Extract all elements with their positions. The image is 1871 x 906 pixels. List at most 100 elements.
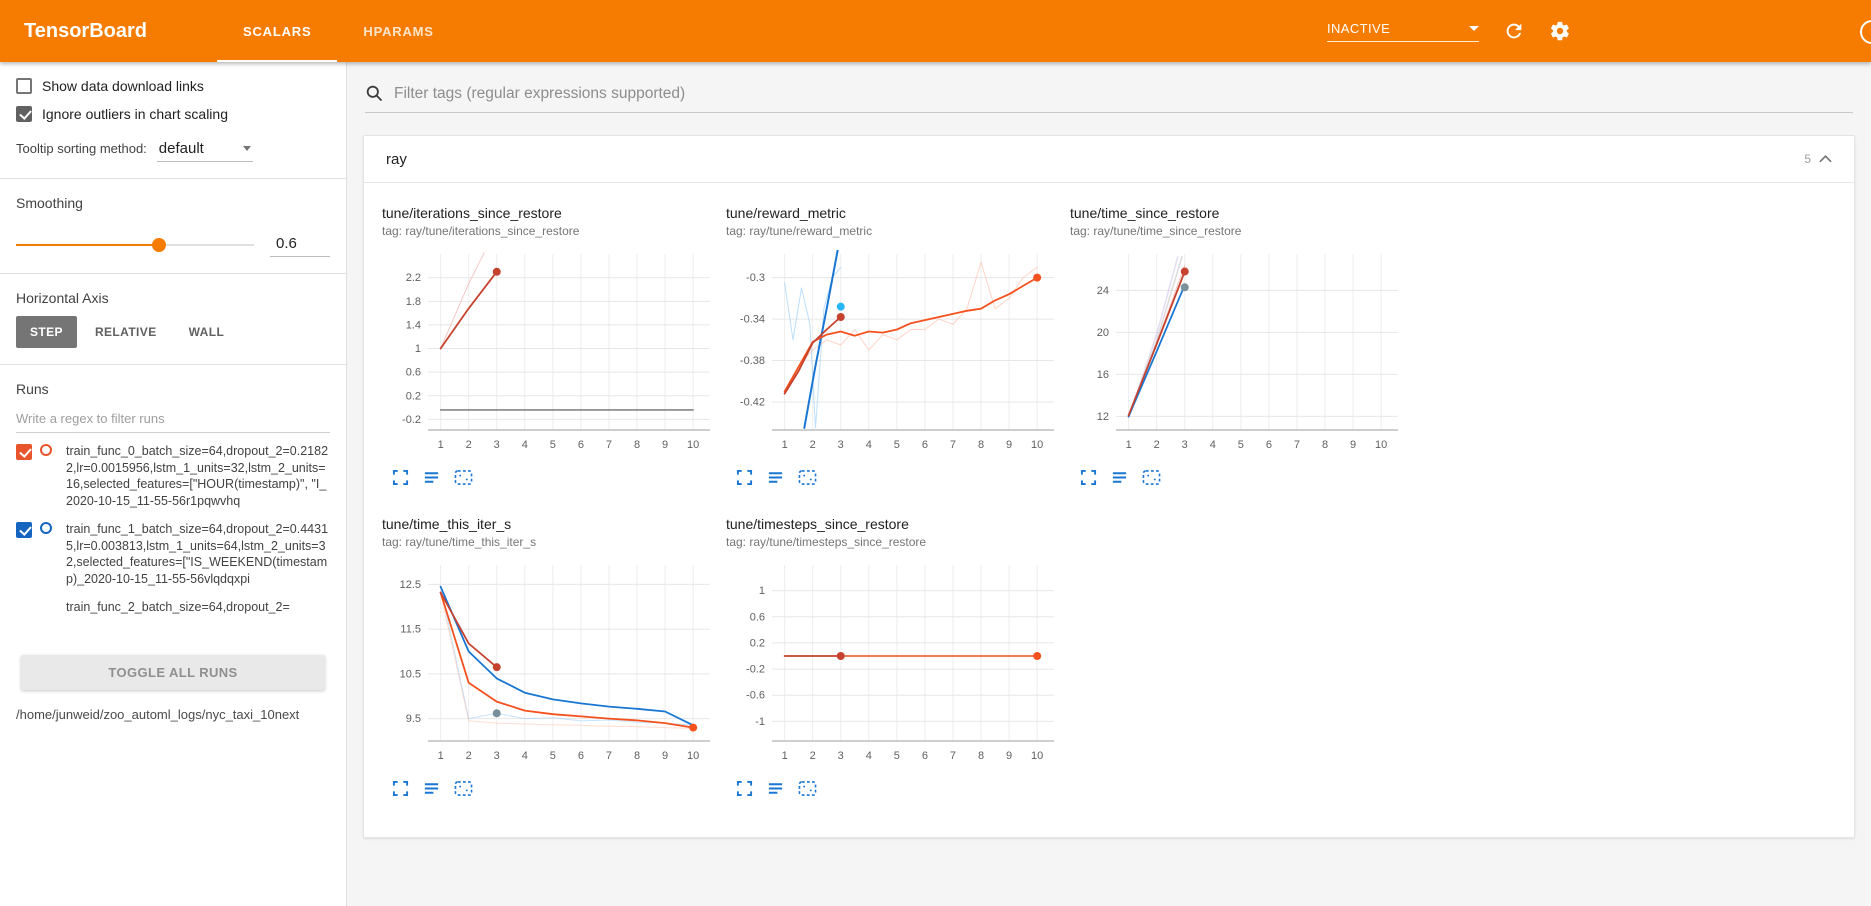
checkbox-checked-icon[interactable] — [16, 106, 32, 122]
fit-domain-icon[interactable] — [798, 780, 817, 797]
data-lines-icon[interactable] — [767, 469, 784, 486]
fullscreen-expand-icon[interactable] — [736, 469, 753, 486]
runs-filter-input[interactable] — [16, 407, 330, 433]
svg-text:5: 5 — [894, 439, 900, 451]
svg-text:1: 1 — [1126, 439, 1132, 451]
runs-list: train_func_0_batch_size=64,dropout_2=0.2… — [16, 443, 330, 655]
ignore-outliers-row[interactable]: Ignore outliers in chart scaling — [16, 106, 330, 122]
chevron-down-icon — [1469, 25, 1479, 31]
settings-gear-icon[interactable] — [1549, 20, 1571, 42]
axis-relative-button[interactable]: RELATIVE — [94, 325, 157, 339]
fit-domain-icon[interactable] — [798, 469, 817, 486]
run-controls — [16, 521, 58, 587]
svg-text:5: 5 — [894, 750, 900, 762]
svg-text:1: 1 — [782, 439, 788, 451]
svg-text:6: 6 — [922, 439, 928, 451]
svg-text:6: 6 — [922, 750, 928, 762]
chart-plot[interactable]: 1 2 3 4 5 6 7 8 9 10 -0.2 0.2 0.6 1 1.4 1.8 2.2 — [382, 250, 726, 461]
fullscreen-expand-icon[interactable] — [392, 469, 409, 486]
svg-text:2: 2 — [810, 439, 816, 451]
data-lines-icon[interactable] — [423, 469, 440, 486]
divider — [0, 178, 346, 179]
ray-card-header[interactable]: ray 5 — [364, 136, 1854, 183]
svg-text:20: 20 — [1097, 327, 1109, 339]
svg-text:9: 9 — [662, 439, 668, 451]
runs-label: Runs — [16, 381, 49, 397]
axis-step-button[interactable]: STEP — [16, 316, 77, 348]
svg-text:0.2: 0.2 — [406, 390, 421, 402]
run-color-circle[interactable] — [40, 522, 52, 534]
fullscreen-expand-icon[interactable] — [736, 780, 753, 797]
content: Show data download links Ignore outliers… — [0, 62, 1871, 906]
svg-text:8: 8 — [978, 750, 984, 762]
fit-domain-icon[interactable] — [454, 469, 473, 486]
chart-plot[interactable]: 1 2 3 4 5 6 7 8 9 10 12 16 20 24 — [1070, 250, 1414, 461]
svg-text:3: 3 — [838, 750, 844, 762]
chart-plot[interactable]: 1 2 3 4 5 6 7 8 9 10 9.5 10.5 11.5 12.5 — [382, 561, 726, 772]
run-checkbox[interactable] — [16, 522, 32, 538]
run-name: train_func_2_batch_size=64,dropout_2= — [66, 600, 290, 614]
chart-toolbar — [736, 780, 1070, 797]
run-checkbox[interactable] — [16, 444, 32, 460]
chart-title: tune/timesteps_since_restore — [726, 516, 909, 532]
show-download-links-row[interactable]: Show data download links — [16, 78, 330, 94]
svg-text:7: 7 — [1294, 439, 1300, 451]
svg-text:9: 9 — [1350, 439, 1356, 451]
data-lines-icon[interactable] — [1111, 469, 1128, 486]
chart-tag: tag: ray/tune/timesteps_since_restore — [726, 535, 927, 549]
run-item: train_func_0_batch_size=64,dropout_2=0.2… — [16, 443, 330, 509]
status-dropdown-value: INACTIVE — [1327, 20, 1391, 36]
chevron-up-icon[interactable] — [1819, 155, 1832, 163]
tooltip-sorting-select[interactable]: default — [156, 138, 253, 162]
help-circle-icon[interactable] — [1860, 20, 1871, 44]
tab-scalars[interactable]: SCALARS — [217, 0, 337, 62]
search-icon — [365, 84, 384, 103]
chart-card: tune/iterations_since_restore tag: ray/tu… — [382, 205, 726, 486]
svg-text:1: 1 — [438, 750, 444, 762]
smoothing-label: Smoothing — [16, 195, 83, 211]
toggle-all-runs-button[interactable]: TOGGLE ALL RUNS — [21, 655, 325, 690]
smoothing-slider[interactable] — [16, 238, 254, 252]
svg-text:4: 4 — [866, 439, 872, 451]
fullscreen-expand-icon[interactable] — [1080, 469, 1097, 486]
axis-wall-button[interactable]: WALL — [188, 325, 225, 339]
svg-text:-1: -1 — [755, 716, 765, 728]
fit-domain-icon[interactable] — [454, 780, 473, 797]
svg-text:6: 6 — [578, 750, 584, 762]
run-color-circle[interactable] — [40, 444, 52, 456]
tag-filter-input[interactable] — [394, 84, 1853, 103]
svg-text:10: 10 — [1031, 439, 1043, 451]
chart-plot[interactable]: 1 2 3 4 5 6 7 8 9 10 -1 -0.6 -0.2 0.2 0.6 1 — [726, 561, 1070, 772]
svg-text:7: 7 — [950, 439, 956, 451]
chart-card: tune/time_since_restore tag: ray/tune/tim… — [1070, 205, 1414, 486]
checkbox-icon[interactable] — [16, 78, 32, 94]
svg-text:3: 3 — [838, 439, 844, 451]
svg-text:-0.2: -0.2 — [402, 414, 421, 426]
tooltip-sorting-value: default — [158, 140, 204, 157]
svg-text:9.5: 9.5 — [406, 713, 421, 725]
fit-domain-icon[interactable] — [1142, 469, 1161, 486]
chart-title: tune/time_this_iter_s — [382, 516, 512, 532]
svg-text:-0.6: -0.6 — [746, 690, 765, 702]
run-item: train_func_1_batch_size=64,dropout_2=0.4… — [16, 521, 330, 587]
slider-fill — [16, 244, 159, 246]
data-lines-icon[interactable] — [767, 780, 784, 797]
data-lines-icon[interactable] — [423, 780, 440, 797]
svg-text:8: 8 — [634, 750, 640, 762]
smoothing-value-field[interactable]: 0.6 — [270, 233, 330, 257]
svg-text:3: 3 — [494, 750, 500, 762]
divider — [0, 364, 346, 365]
smoothing-control: 0.6 — [16, 233, 330, 257]
svg-text:0.2: 0.2 — [750, 637, 765, 649]
fullscreen-expand-icon[interactable] — [392, 780, 409, 797]
chart-title: tune/time_since_restore — [1070, 205, 1220, 221]
svg-text:10: 10 — [1031, 750, 1043, 762]
tab-hparams[interactable]: HPARAMS — [363, 23, 434, 39]
status-dropdown[interactable]: INACTIVE — [1327, 21, 1479, 42]
card-title: ray — [386, 150, 407, 168]
svg-text:1.4: 1.4 — [406, 319, 421, 331]
chart-card: tune/timesteps_since_restore tag: ray/tun… — [726, 516, 1070, 797]
refresh-icon[interactable] — [1503, 20, 1525, 42]
chart-plot[interactable]: 1 2 3 4 5 6 7 8 9 10 -0.42 -0.38 -0.34 -0.3 — [726, 250, 1070, 461]
slider-knob[interactable] — [151, 238, 166, 252]
